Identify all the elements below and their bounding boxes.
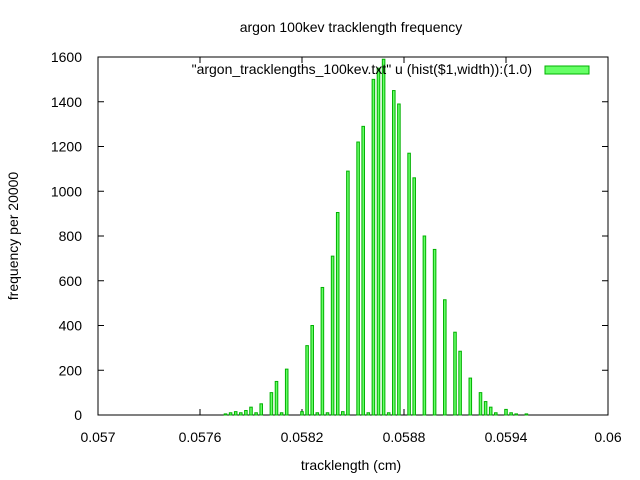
histogram-bar: [346, 170, 350, 416]
histogram-bar: [483, 401, 488, 416]
y-tick-label: 400: [59, 318, 83, 334]
histogram-bar: [504, 408, 508, 416]
histogram-bar: [453, 331, 457, 416]
histogram-bar: [524, 413, 529, 416]
histogram-bar: [376, 67, 381, 416]
histogram-bar: [443, 299, 447, 416]
histogram-bar: [300, 411, 304, 416]
histogram-bar: [432, 248, 437, 416]
histogram-bar: [458, 350, 462, 416]
histogram-bar: [269, 392, 274, 416]
y-tick-label: 800: [59, 228, 83, 244]
histogram-bar: [381, 58, 386, 416]
histogram-bar: [407, 152, 411, 416]
histogram-bar: [371, 78, 376, 416]
x-tick-label: 0.0576: [179, 429, 222, 445]
y-tick-label: 200: [59, 362, 83, 378]
histogram-bar: [478, 392, 483, 416]
legend-label: "argon_tracklengths_100kev.txt" u (hist(…: [192, 61, 532, 77]
histogram-bar: [330, 255, 335, 416]
histogram-bar: [279, 412, 284, 416]
legend-swatch: [544, 65, 590, 75]
y-tick-label: 1600: [51, 49, 82, 65]
x-tick-label: 0.06: [594, 429, 621, 445]
x-axis-label: tracklength (cm): [301, 457, 401, 473]
histogram-bar: [509, 412, 513, 416]
x-tick-label: 0.0594: [485, 429, 528, 445]
histogram-bar: [228, 412, 233, 416]
bars-group: [223, 58, 529, 416]
histogram-bar: [239, 412, 243, 416]
histogram-bar: [422, 235, 427, 416]
y-axis-label: frequency per 20000: [5, 172, 21, 301]
histogram-bar: [412, 177, 416, 416]
histogram-bar: [310, 325, 314, 416]
histogram-bar: [494, 412, 498, 416]
histogram-bar: [233, 411, 238, 416]
y-tick-label: 600: [59, 273, 83, 289]
legend: "argon_tracklengths_100kev.txt" u (hist(…: [192, 61, 590, 77]
histogram-bar: [392, 90, 396, 416]
histogram-bar: [325, 412, 330, 416]
histogram-bar: [397, 103, 401, 416]
histogram-bar: [249, 406, 253, 416]
histogram-bar: [335, 212, 340, 416]
y-axis-ticks: 0 200 400 600 800 1000 1200 1400 1600: [51, 49, 608, 423]
histogram-bar: [514, 413, 518, 416]
y-tick-label: 1200: [51, 139, 82, 155]
histogram-bar: [274, 380, 279, 416]
histogram-bar: [254, 412, 258, 416]
histogram-bar: [223, 413, 228, 416]
histogram-bar: [488, 406, 493, 416]
plot-frame: [97, 56, 609, 416]
histogram-bar: [259, 403, 263, 416]
histogram-bar: [284, 368, 289, 416]
x-axis-ticks: 0.057 0.0576 0.0582 0.0588 0.0594 0.06: [80, 57, 622, 445]
histogram-bar: [361, 125, 365, 416]
y-tick-label: 1000: [51, 183, 82, 199]
histogram-bar: [320, 286, 325, 416]
histogram-bar: [315, 412, 320, 416]
histogram-bar: [244, 410, 248, 416]
histogram-bar: [356, 141, 360, 416]
histogram-bar: [366, 412, 371, 416]
histogram-bar: [305, 345, 309, 416]
histogram-bar: [468, 377, 473, 416]
x-tick-label: 0.057: [80, 429, 115, 445]
histogram-bar: [386, 412, 391, 416]
x-tick-label: 0.0588: [383, 429, 426, 445]
chart-title: argon 100kev tracklength frequency: [240, 19, 463, 35]
x-tick-label: 0.0582: [281, 429, 324, 445]
y-tick-label: 1400: [51, 94, 82, 110]
y-tick-label: 0: [74, 407, 82, 423]
histogram-bar: [341, 411, 345, 416]
